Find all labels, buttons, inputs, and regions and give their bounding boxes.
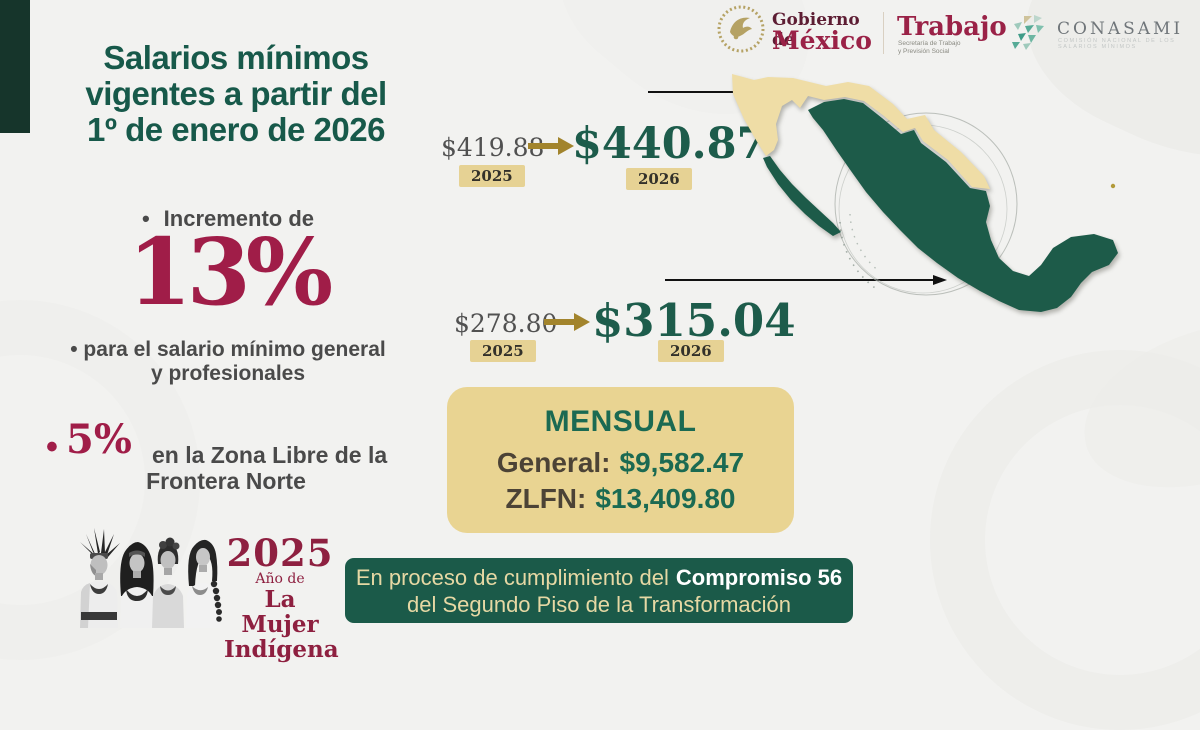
year-logo-sub3: Indígena <box>224 636 339 663</box>
left-accent-bar <box>0 0 30 133</box>
compromiso-banner: En proceso de cumplimiento del Compromis… <box>345 558 853 623</box>
year-logo-sub2: La Mujer <box>241 586 319 638</box>
increase-label: • Incremento de <box>141 206 315 231</box>
gobierno-logo-line2: México <box>772 26 872 55</box>
zlfn-scope-line1: en la Zona Libre de la <box>152 442 388 468</box>
logo-divider <box>883 12 884 54</box>
banner-line2: del Segundo Piso de la Transformación <box>406 591 791 617</box>
increase-scope: • para el salario mínimo general y profe… <box>70 338 386 385</box>
monthly-zlfn-label: ZLFN: <box>505 483 587 514</box>
page-title: Salarios mínimos vigentes a partir del 1… <box>36 40 436 148</box>
gobierno-logo-line1: Gobierno de <box>772 10 860 50</box>
year-badge-2025: 2025 <box>459 165 525 187</box>
banner-highlight: Compromiso 56 <box>675 564 843 590</box>
trabajo-logo-subtitle: Secretaría de Trabajo y Previsión Social <box>898 40 961 55</box>
conasami-logo-subtitle: COMISIÓN NACIONAL DE LOS SALARIOS MÍNIMO… <box>1058 38 1176 50</box>
gold-arrow-icon <box>544 313 590 331</box>
monthly-title: MENSUAL <box>544 405 697 438</box>
year-badge-2026: 2026 <box>626 168 692 190</box>
title-line: vigentes a partir del <box>85 75 387 112</box>
woman-updo-figure <box>152 537 184 628</box>
trabajo-logo: Trabajo <box>897 12 1007 42</box>
monthly-wage-card: MENSUAL General: $9,582.47 ZLFN: $13,409… <box>447 387 794 533</box>
woman-braid-figure <box>186 539 222 628</box>
monthly-zlfn-row: ZLFN: $13,409.80 <box>506 481 736 517</box>
monthly-general-value: $9,582.47 <box>619 447 745 478</box>
mexico-map <box>732 74 1118 312</box>
year-logo: 2025 Año de La Mujer Indígena <box>224 531 339 663</box>
increase-percent: 13% <box>127 218 333 326</box>
zlfn-old-wage: $419.88 <box>441 133 545 162</box>
gold-arrow-icon <box>528 137 574 155</box>
year-badge-2026: 2026 <box>658 340 724 362</box>
zlfn-scope-line2: Frontera Norte <box>146 468 306 494</box>
map-zlfn-zone <box>732 74 990 189</box>
year-badge-2025: 2025 <box>470 340 536 362</box>
gobierno-mexico-eagle-icon <box>717 5 765 53</box>
indigenous-women-illustration <box>80 528 222 628</box>
title-line: Salarios mínimos <box>103 39 369 76</box>
zlfn-percent: 5% <box>66 416 132 463</box>
woman-headband-figure <box>120 542 154 628</box>
map-baja-sur <box>763 156 841 236</box>
monthly-general-row: General: $9,582.47 <box>497 445 744 481</box>
year-logo-year: 2025 <box>226 531 334 575</box>
pointer-arrow-general <box>665 275 947 285</box>
monthly-general-label: General: <box>496 447 611 478</box>
bullet-icon: • <box>46 428 58 466</box>
zlfn-new-wage: $440.87 <box>572 119 767 169</box>
banner-line1: En proceso de cumplimiento del Compromis… <box>355 564 843 590</box>
map-mainland <box>808 99 1118 312</box>
woman-headdress-figure <box>80 528 120 628</box>
monthly-zlfn-value: $13,409.80 <box>595 483 736 514</box>
map-gold-dot <box>1110 183 1116 189</box>
general-new-wage: $315.04 <box>592 294 796 347</box>
bullet-icon: • <box>141 206 150 231</box>
general-old-wage: $278.80 <box>454 309 558 338</box>
title-line: 1º de enero de 2026 <box>87 111 385 148</box>
conasami-logo: CONASAMI <box>1057 19 1184 39</box>
conasami-logo-icon <box>1012 15 1044 50</box>
year-logo-sub1: Año de <box>255 571 305 587</box>
